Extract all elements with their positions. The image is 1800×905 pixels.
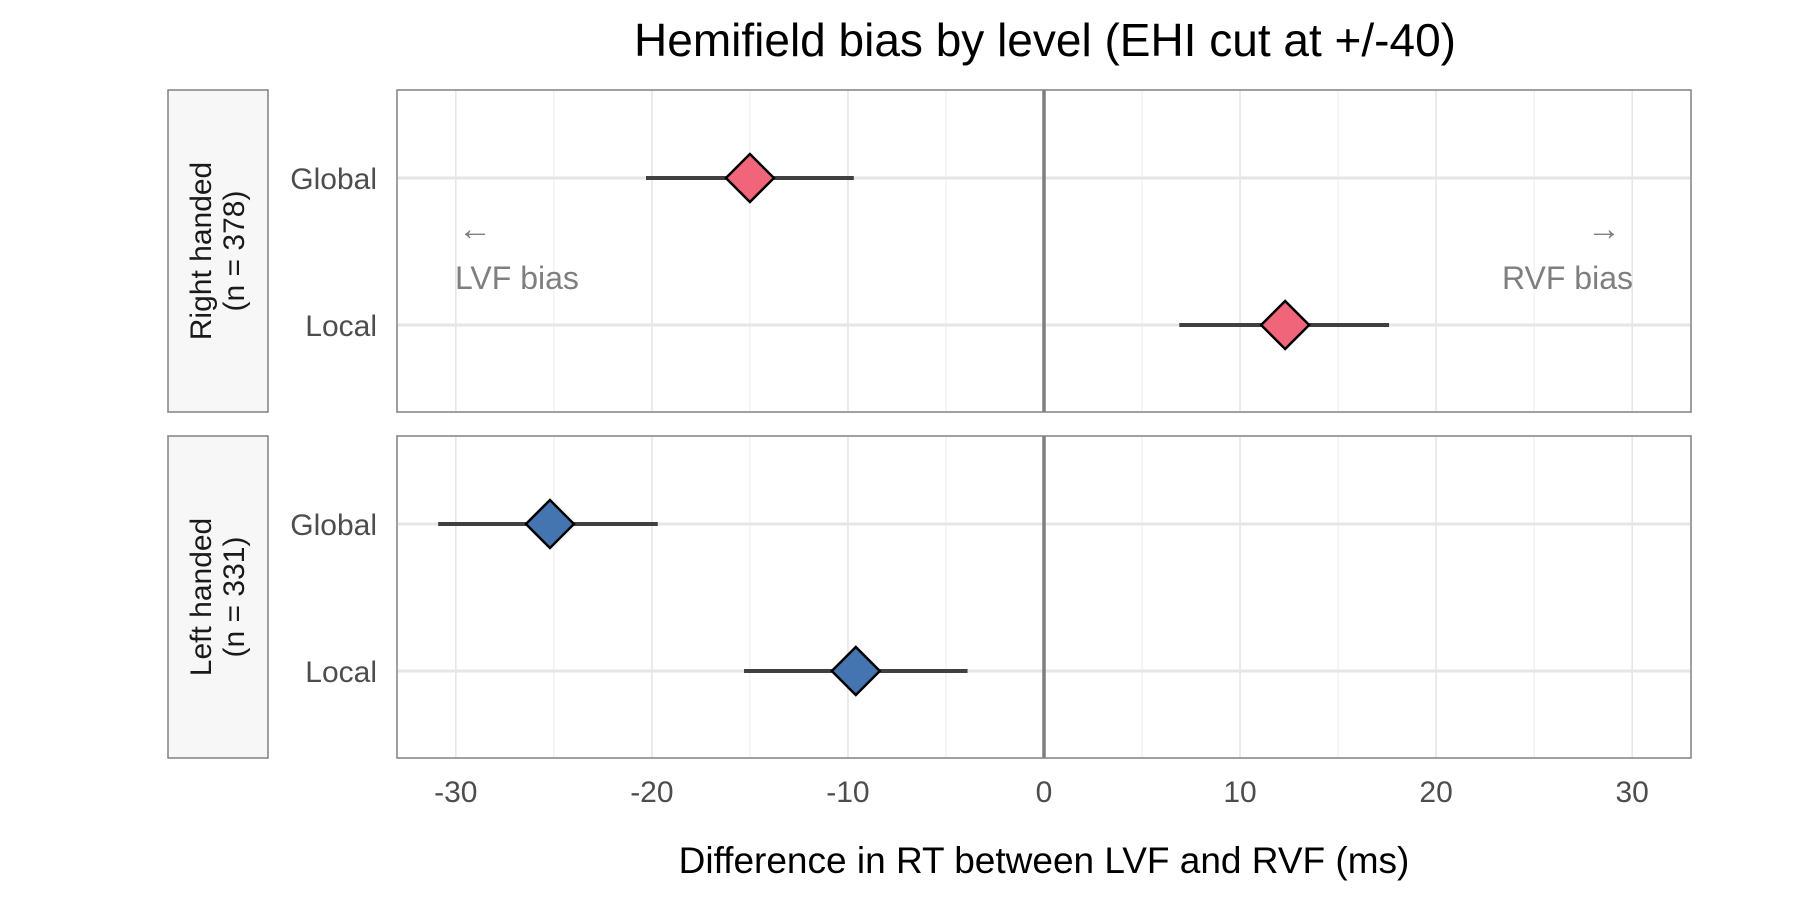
panel-left-handed: Left handed (n = 331) Global Local [167,435,1692,759]
strip-left-handed [167,435,269,759]
x-tick-label: 20 [1419,776,1452,809]
panel-frame-left-handed [396,435,1692,759]
strip-right-handed [167,89,269,413]
x-tick-label: 30 [1615,776,1648,809]
x-axis-ticks: -30 -20 -10 0 10 20 30 [434,776,1649,809]
chart-title: Hemifield bias by level (EHI cut at +/-4… [634,14,1456,66]
panel-marks [398,90,1690,412]
strip-label-line1: Right handed [185,162,218,340]
strip-label-line2: (n = 378) [218,191,251,312]
left-arrow-annotation: ← [458,210,492,248]
x-tick-label: 0 [1036,776,1053,809]
right-arrow-annotation: → [1587,210,1621,248]
rvf-bias-annotation: RVF bias [1502,260,1633,296]
lvf-bias-annotation: LVF bias [455,260,579,296]
diamond-point [524,498,576,550]
panel-right-handed: Right handed (n = 378) Global Local ← LV… [167,89,1692,413]
diamond-point [830,645,882,697]
diamond-point [724,152,776,204]
category-label-global: Global [290,163,377,196]
strip-label-line2: (n = 331) [218,537,251,658]
category-label-local: Local [305,656,377,689]
category-label-local: Local [305,310,377,343]
strip-label-line1: Left handed [185,518,218,676]
diamond-point [1259,299,1311,351]
panel-frame-right-handed [396,89,1692,413]
x-tick-label: -10 [826,776,869,809]
x-axis-title: Difference in RT between LVF and RVF (ms… [679,840,1410,881]
x-tick-label: 10 [1223,776,1256,809]
x-tick-label: -20 [630,776,673,809]
category-label-global: Global [290,509,377,542]
panel-marks [398,436,1690,758]
x-tick-label: -30 [434,776,477,809]
